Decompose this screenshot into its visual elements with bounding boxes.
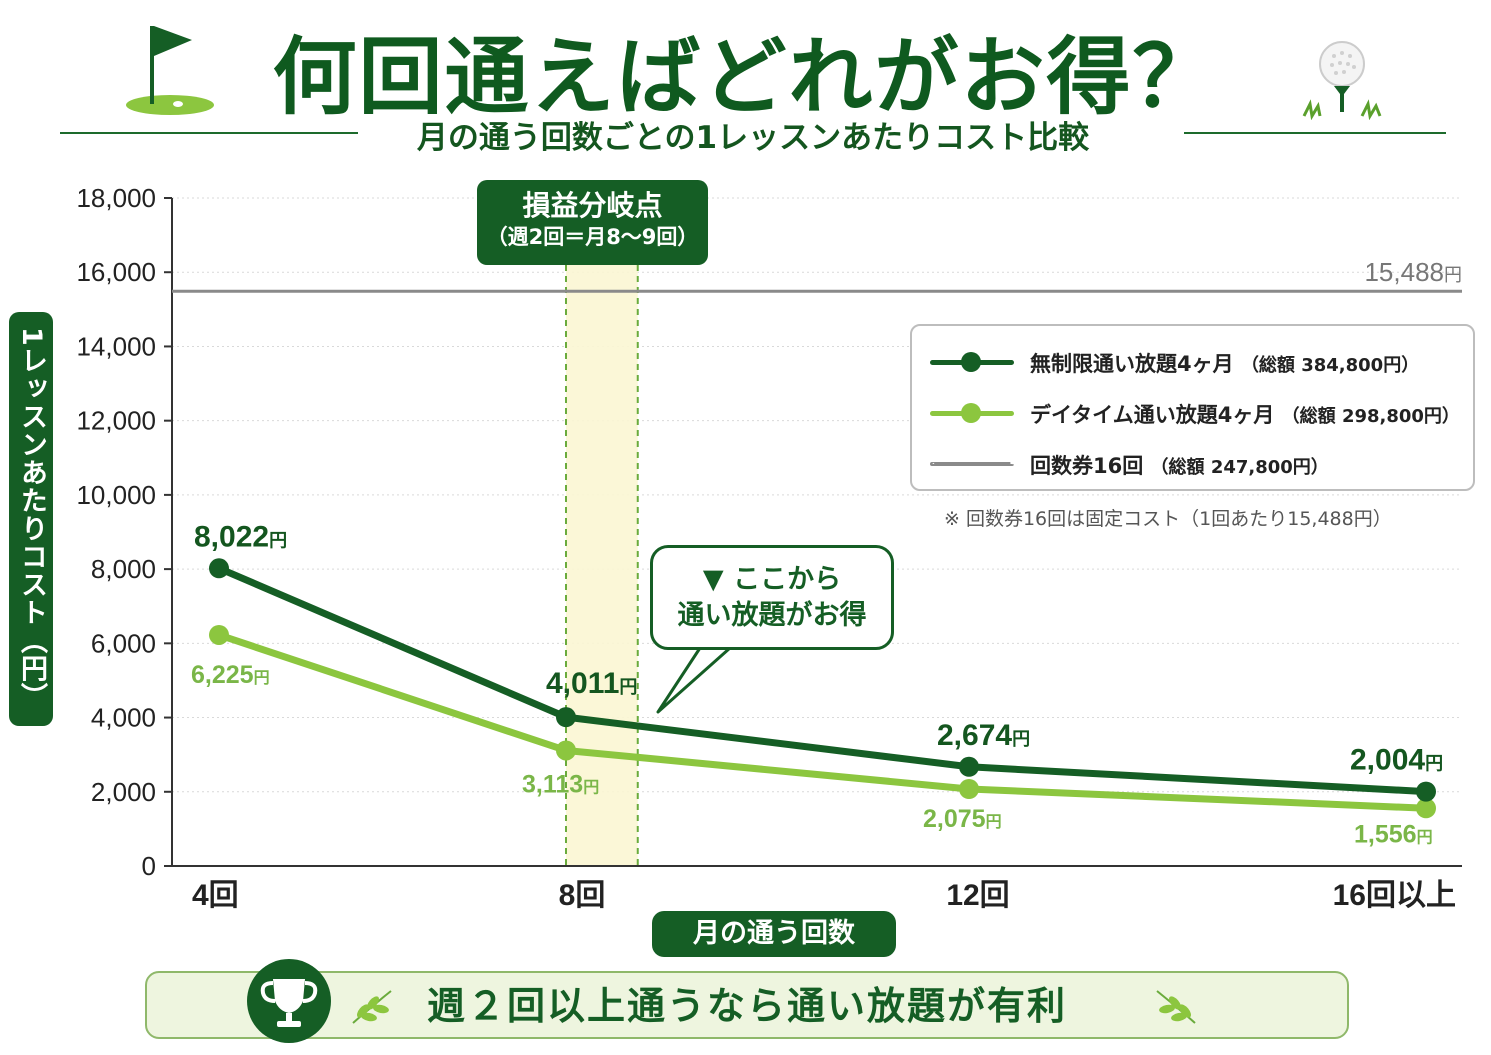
daytime-point xyxy=(959,778,979,799)
unlimited-data-label: 8,022円 xyxy=(194,520,287,553)
y-axis-ticks: 0 2,000 4,000 6,000 8,000 10,000 12,000 14,000 1… xyxy=(76,183,172,881)
subtitle-rule-right xyxy=(1184,132,1446,134)
x-axis-categories: 4回 8回 12回 16回以上 xyxy=(192,879,1456,912)
callout-line-2: 通い放題がお得 xyxy=(677,600,867,631)
ticket-cost-label: 15,488円 xyxy=(1364,257,1462,287)
y-tick-label: 10,000 xyxy=(76,480,156,510)
x-axis-label: 月の通う回数 xyxy=(693,918,855,949)
unlimited-series-line xyxy=(215,564,1430,796)
series: 15,488円 6,225円 3,113円 2,075円 1,556円 8,022円 4,0… xyxy=(172,257,1462,848)
gridlines xyxy=(172,197,1462,793)
y-tick-label: 4,000 xyxy=(91,703,156,733)
daytime-data-label: 6,225円 xyxy=(191,661,270,689)
trophy-badge xyxy=(247,959,331,1043)
daytime-point xyxy=(1416,798,1436,819)
daytime-data-label: 2,075円 xyxy=(923,805,1002,833)
legend-item-unlimited: 無制限通い放題4ヶ月 （総額 384,800円） xyxy=(912,342,1472,382)
daytime-series-line xyxy=(215,631,1430,812)
callout-bubble: ▼ ここから 通い放題がお得 xyxy=(650,545,894,650)
unlimited-point xyxy=(959,756,979,777)
y-axis-label-box: 1レッスンあたりコスト（円） xyxy=(9,312,53,726)
daytime-point xyxy=(556,740,576,761)
legend-swatch-ticket xyxy=(930,462,1014,466)
conclusion-banner: 週２回以上通うなら通い放題が有利 xyxy=(145,971,1349,1039)
breakeven-band xyxy=(566,265,638,866)
y-tick-label: 14,000 xyxy=(76,331,156,361)
daytime-point xyxy=(209,624,229,645)
unlimited-data-label: 2,674円 xyxy=(937,719,1030,752)
leaf-branch-icon xyxy=(352,990,392,1024)
x-category-label: 16回以上 xyxy=(1333,879,1456,912)
y-tick-label: 2,000 xyxy=(91,777,156,807)
daytime-data-label: 3,113円 xyxy=(522,770,599,798)
subtitle: 月の通う回数ごとの1レッスンあたりコスト比較 xyxy=(416,120,1090,156)
legend-label-ticket: 回数券16回 （総額 247,800円） xyxy=(1030,454,1329,478)
y-tick-label: 0 xyxy=(142,851,156,881)
chart-legend: 無制限通い放題4ヶ月 （総額 384,800円） デイタイム通い放題4ヶ月 （総… xyxy=(910,324,1475,491)
legend-dot-daytime xyxy=(961,403,981,423)
subtitle-rule-left xyxy=(60,132,358,134)
unlimited-data-label: 4,011円 xyxy=(546,667,637,700)
y-tick-label: 6,000 xyxy=(91,628,156,658)
breakeven-label: 損益分岐点 （週2回＝月8〜9回） xyxy=(477,180,708,265)
y-tick-label: 18,000 xyxy=(76,183,156,213)
legend-label-daytime: デイタイム通い放題4ヶ月 （総額 298,800円） xyxy=(1030,403,1460,427)
unlimited-point xyxy=(1416,781,1436,802)
breakeven-title: 損益分岐点 xyxy=(522,189,663,222)
legend-item-daytime: デイタイム通い放題4ヶ月 （総額 298,800円） xyxy=(912,393,1472,433)
golf-flag-icon xyxy=(126,26,214,115)
x-axis-label-box: 月の通う回数 xyxy=(652,911,896,957)
golf-ball-on-tee-icon xyxy=(1302,41,1382,120)
daytime-data-label: 1,556円 xyxy=(1354,820,1433,848)
x-category-label: 4回 xyxy=(192,879,239,912)
y-axis-label: 1レッスンあたりコスト（円） xyxy=(16,327,47,711)
legend-dot-unlimited xyxy=(961,352,981,372)
unlimited-point xyxy=(556,707,576,728)
y-tick-label: 8,000 xyxy=(91,554,156,584)
unlimited-data-label: 2,004円 xyxy=(1350,744,1443,777)
unlimited-point xyxy=(209,558,229,579)
legend-item-ticket: 回数券16回 （総額 247,800円） xyxy=(912,444,1472,484)
legend-label-unlimited: 無制限通い放題4ヶ月 （総額 384,800円） xyxy=(1030,352,1420,376)
breakeven-subtitle: （週2回＝月8〜9回） xyxy=(486,225,699,249)
callout-line-1: ▼ ここから xyxy=(702,564,842,595)
y-tick-label: 12,000 xyxy=(76,406,156,436)
x-category-label: 12回 xyxy=(946,879,1009,912)
leaf-branch-icon xyxy=(1156,990,1196,1024)
chart-note: ※ 回数券16回は固定コスト（1回あたり15,488円） xyxy=(944,508,1392,530)
subtitle-row: 月の通う回数ごとの1レッスンあたりコスト比較 xyxy=(60,112,1446,156)
trophy-icon xyxy=(260,979,318,1027)
conclusion-text: 週２回以上通うなら通い放題が有利 xyxy=(426,984,1067,1028)
y-tick-label: 16,000 xyxy=(76,257,156,287)
page-title: 何回通えばどれがお得？ xyxy=(272,28,1219,126)
x-category-label: 8回 xyxy=(559,879,606,912)
callout-tail xyxy=(656,646,732,714)
